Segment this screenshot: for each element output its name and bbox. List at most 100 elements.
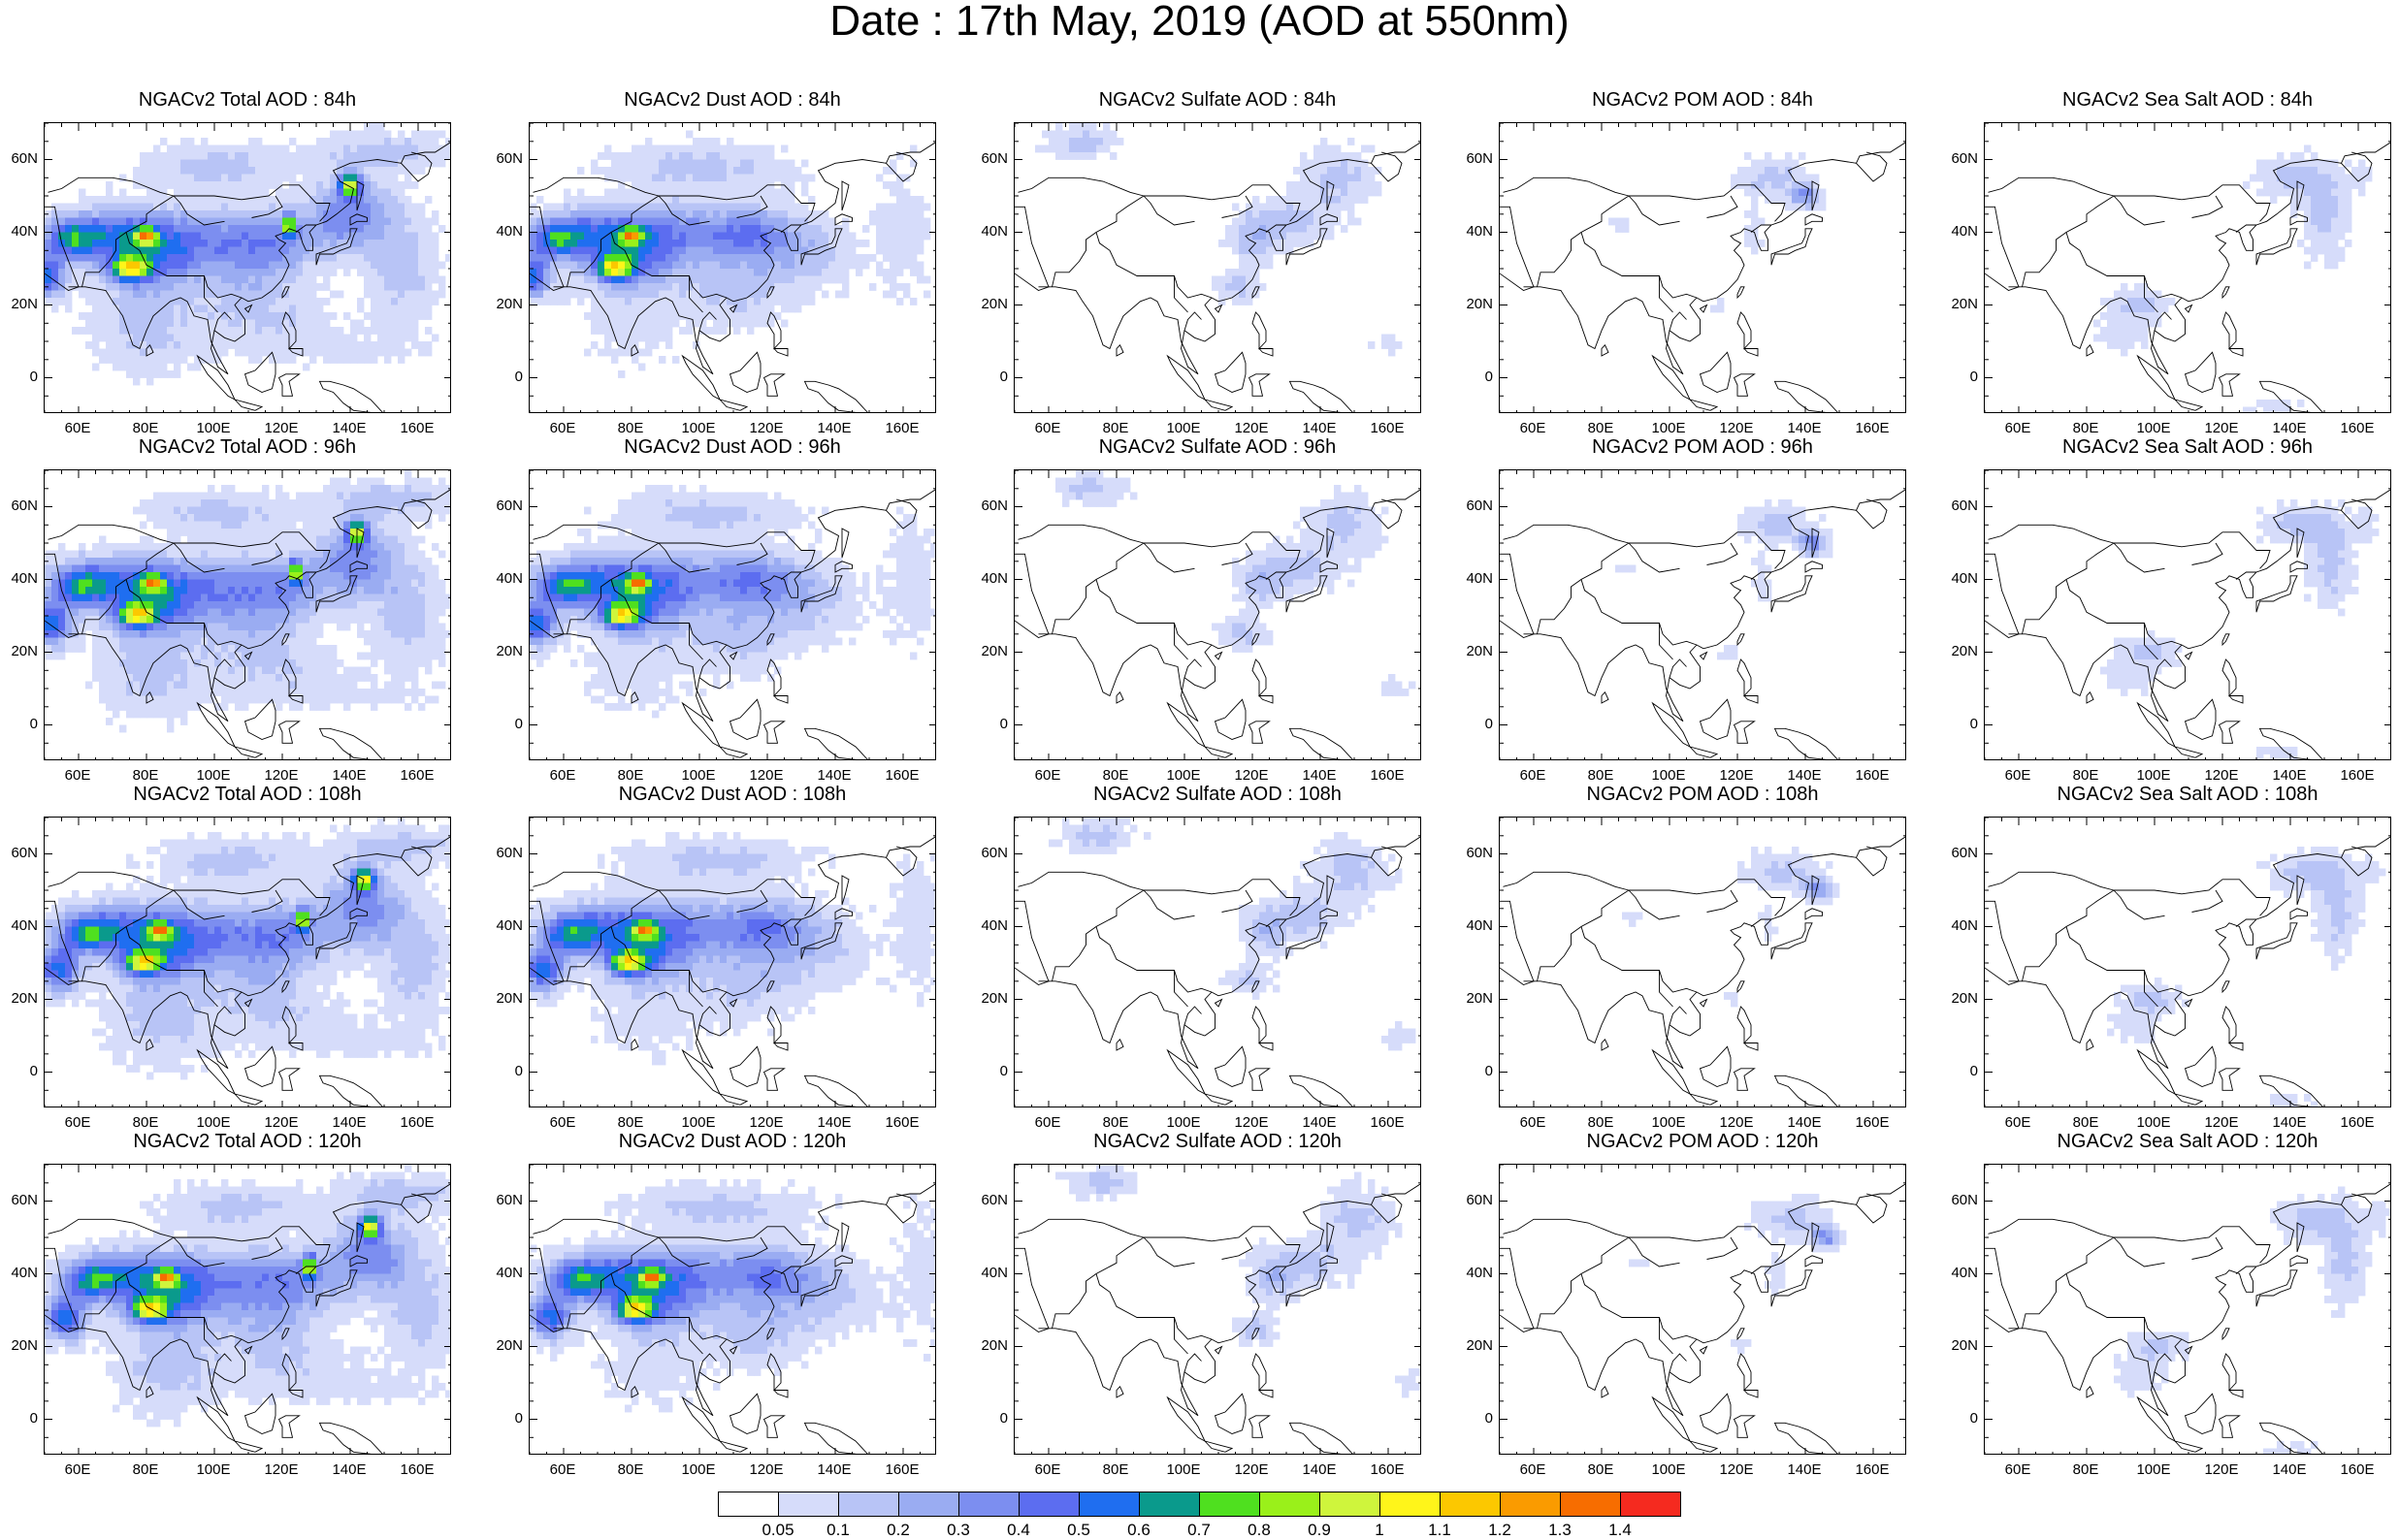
lon-tick-label: 60E (1519, 1114, 1546, 1131)
colorbar-label: 0.8 (1248, 1521, 1271, 1539)
map-panel-sulfate-96h: NGACv2 Sulfate AOD : 96h 60N 40N 20N 0 60E 80E… (981, 436, 1421, 789)
colorbar-label: 0.1 (827, 1521, 850, 1539)
panel-title: NGACv2 Sea Salt AOD : 108h (2057, 784, 2318, 805)
lat-tick-label: 40N (496, 222, 523, 240)
lon-tick-label: 60E (549, 1114, 576, 1131)
map-panel-pom-96h: NGACv2 POM AOD : 96h 60N 40N 20N 0 60E 80E 100E… (1466, 436, 1906, 789)
lat-tick-label: 20N (981, 295, 1008, 312)
lat-tick-label: 40N (1951, 222, 1978, 240)
map-frame (1014, 1164, 1421, 1455)
map-panel-seasalt-84h: NGACv2 Sea Salt AOD : 84h 60N 40N 20N 0 60E 80… (1951, 89, 2391, 442)
map-panel-total-84h: NGACv2 Total AOD : 84h 60N 40N 20N 0 60E 80E 10… (11, 89, 451, 442)
panel-title: NGACv2 Sea Salt AOD : 84h (2062, 89, 2313, 111)
lon-tick-label: 140E (1787, 1114, 1822, 1131)
lon-tick-label: 100E (1166, 767, 1201, 784)
lon-tick-label: 160E (2340, 1114, 2375, 1131)
lat-tick-label: 20N (11, 1336, 38, 1354)
colorbar-swatch (958, 1492, 1020, 1517)
lon-tick-label: 60E (1519, 420, 1546, 436)
map-panel-dust-120h: NGACv2 Dust AOD : 120h 60N 40N 20N 0 60E 80E 10… (496, 1131, 936, 1484)
lat-tick-label: 20N (981, 642, 1008, 659)
lat-tick-label: 60N (496, 1191, 523, 1208)
lat-tick-label: 60N (1951, 497, 1978, 514)
lat-tick-label: 60N (1466, 497, 1493, 514)
lon-tick-label: 100E (681, 767, 716, 784)
lat-tick-label: 0 (29, 368, 38, 385)
lon-tick-label: 160E (885, 420, 920, 436)
colorbar-swatch (1440, 1492, 1501, 1517)
lon-tick-label: 60E (549, 420, 576, 436)
map-panel-pom-108h: NGACv2 POM AOD : 108h 60N 40N 20N 0 60E 80E 100… (1466, 784, 1906, 1137)
aod-field-map (1500, 818, 1905, 1107)
lon-tick-label: 60E (2004, 1114, 2031, 1131)
lat-tick-label: 60N (496, 497, 523, 514)
lon-tick-label: 160E (400, 1114, 435, 1131)
lat-tick-label: 20N (1951, 642, 1978, 659)
lat-tick-label: 60N (1951, 149, 1978, 167)
lon-tick-label: 100E (681, 1114, 716, 1131)
colorbar-label: 0.7 (1187, 1521, 1211, 1539)
map-frame (44, 817, 451, 1107)
lat-tick-label: 0 (999, 1409, 1008, 1427)
map-panel-total-96h: NGACv2 Total AOD : 96h 60N 40N 20N 0 60E 80E 10… (11, 436, 451, 789)
lat-tick-label: 60N (11, 1191, 38, 1208)
lon-tick-label: 120E (749, 767, 784, 784)
lon-tick-label: 100E (2136, 767, 2171, 784)
lat-tick-label: 60N (1466, 844, 1493, 861)
lon-tick-label: 120E (749, 420, 784, 436)
lon-tick-label: 140E (332, 1114, 367, 1131)
lat-tick-label: 60N (11, 497, 38, 514)
lon-tick-label: 80E (132, 1461, 159, 1478)
lat-tick-label: 20N (1466, 1336, 1493, 1354)
lat-tick-label: 0 (999, 368, 1008, 385)
colorbar-label: 0.4 (1007, 1521, 1030, 1539)
lon-tick-label: 160E (1370, 767, 1405, 784)
panel-title: NGACv2 Total AOD : 108h (133, 784, 362, 805)
lon-tick-label: 80E (1102, 1114, 1129, 1131)
lon-tick-label: 100E (1166, 1114, 1201, 1131)
aod-field-map (1985, 123, 2390, 412)
lon-tick-label: 100E (196, 420, 231, 436)
panel-title: NGACv2 Sulfate AOD : 120h (1093, 1131, 1342, 1152)
lon-tick-label: 120E (264, 767, 299, 784)
map-frame (1984, 1164, 2391, 1455)
lon-tick-label: 80E (2072, 1114, 2099, 1131)
lat-tick-label: 0 (1484, 1409, 1493, 1427)
lon-tick-label: 120E (1719, 1461, 1754, 1478)
map-frame (44, 122, 451, 413)
lat-tick-label: 0 (29, 715, 38, 732)
lon-tick-label: 160E (400, 420, 435, 436)
lat-tick-label: 20N (1951, 989, 1978, 1007)
lon-tick-label: 160E (2340, 1461, 2375, 1478)
lon-tick-label: 60E (549, 1461, 576, 1478)
lon-tick-label: 160E (400, 1461, 435, 1478)
panel-title: NGACv2 Total AOD : 84h (138, 89, 357, 111)
aod-field-map (45, 818, 450, 1107)
lon-tick-label: 100E (1651, 1461, 1686, 1478)
colorbar-swatch (1259, 1492, 1320, 1517)
lon-tick-label: 60E (64, 420, 91, 436)
lat-tick-label: 0 (29, 1409, 38, 1427)
lon-tick-label: 80E (617, 1114, 644, 1131)
map-frame (1014, 122, 1421, 413)
lon-tick-label: 160E (400, 767, 435, 784)
lat-tick-label: 0 (999, 1062, 1008, 1079)
colorbar-swatch (1379, 1492, 1441, 1517)
lon-tick-label: 80E (132, 420, 159, 436)
lat-tick-label: 0 (1969, 368, 1978, 385)
lon-tick-label: 100E (1166, 420, 1201, 436)
lat-tick-label: 60N (496, 149, 523, 167)
lon-tick-label: 160E (1370, 420, 1405, 436)
colorbar-swatch (1620, 1492, 1681, 1517)
lat-tick-label: 60N (981, 497, 1008, 514)
map-panel-pom-84h: NGACv2 POM AOD : 84h 60N 40N 20N 0 60E 80E 100E… (1466, 89, 1906, 442)
panel-title: NGACv2 Sulfate AOD : 84h (1098, 89, 1337, 111)
lat-tick-label: 40N (981, 222, 1008, 240)
lat-tick-label: 20N (11, 295, 38, 312)
colorbar-swatch (1139, 1492, 1200, 1517)
map-frame (1499, 817, 1906, 1107)
colorbar-swatch (838, 1492, 899, 1517)
lat-tick-label: 60N (496, 844, 523, 861)
lat-tick-label: 0 (1969, 1409, 1978, 1427)
colorbar-label: 0.2 (887, 1521, 910, 1539)
